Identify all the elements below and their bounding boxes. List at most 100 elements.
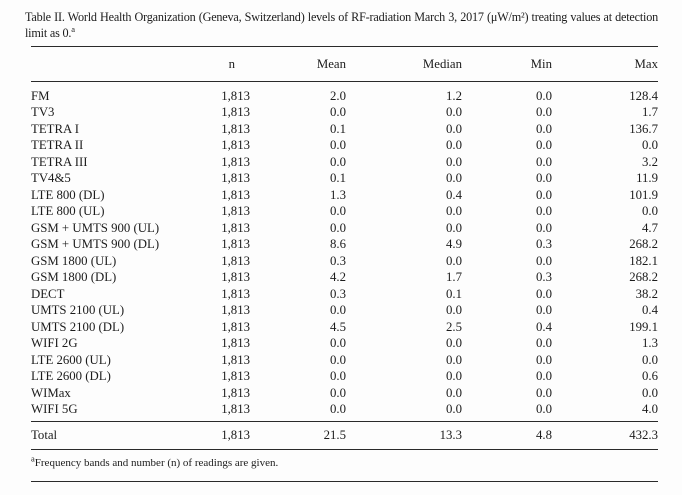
- table-row: WIFI 2G 1,813 0.0 0.0 0.0 1.3: [31, 336, 658, 353]
- mean-value-cell: 0.0: [330, 154, 346, 169]
- band-label-cell: FM: [31, 88, 50, 103]
- mean-value-cell: 0.0: [330, 402, 346, 417]
- median-value-cell: 0.0: [446, 352, 462, 367]
- max-value-cell: 0.6: [642, 369, 658, 384]
- mean-value-cell: 0.0: [330, 138, 346, 153]
- header-mean: Mean: [250, 46, 346, 82]
- max-value-cell: 128.4: [629, 88, 658, 103]
- n-value-cell: 1,813: [221, 88, 250, 103]
- table-row: WIFI 5G 1,813 0.0 0.0 0.0 4.0: [31, 402, 658, 422]
- table-caption: Table II. World Health Organization (Gen…: [0, 0, 682, 41]
- n-value-cell: 1,813: [221, 369, 250, 384]
- mean-value-cell: 8.6: [330, 237, 346, 252]
- median-value-cell: 4.9: [446, 237, 462, 252]
- band-label-cell: DECT: [31, 286, 65, 301]
- median-value-cell: 1.7: [446, 270, 462, 285]
- max-value-cell: 0.0: [642, 204, 658, 219]
- mean-value-cell: 0.3: [330, 286, 346, 301]
- min-value-cell: 0.0: [536, 220, 552, 235]
- mean-value-cell: 0.0: [330, 204, 346, 219]
- n-value-cell: 1,813: [221, 105, 250, 120]
- n-value-cell: 1,813: [221, 286, 250, 301]
- band-label-cell: GSM + UMTS 900 (DL): [31, 237, 160, 252]
- median-value-cell: 0.0: [446, 220, 462, 235]
- min-value-cell: 0.0: [536, 369, 552, 384]
- band-label-cell: LTE 2600 (UL): [31, 352, 111, 367]
- max-value-cell: 3.2: [642, 154, 658, 169]
- min-value-cell: 0.3: [536, 270, 552, 285]
- max-value-cell: 0.0: [642, 352, 658, 367]
- table-row: GSM + UMTS 900 (DL) 1,813 8.6 4.9 0.3 268.2: [31, 237, 658, 254]
- median-value-cell: 1.2: [446, 88, 462, 103]
- band-label-cell: LTE 2600 (DL): [31, 369, 111, 384]
- min-value-cell: 0.0: [536, 402, 552, 417]
- table-row: LTE 800 (UL) 1,813 0.0 0.0 0.0 0.0: [31, 204, 658, 221]
- min-value-cell: 0.0: [536, 105, 552, 120]
- median-value-cell: 0.0: [446, 154, 462, 169]
- max-value-cell: 38.2: [635, 286, 658, 301]
- n-value-cell: 1,813: [221, 237, 250, 252]
- median-value-cell: 0.0: [446, 336, 462, 351]
- band-label-cell: LTE 800 (DL): [31, 187, 105, 202]
- header-row: n Mean Median Min Max: [31, 46, 658, 82]
- min-value-cell: 0.0: [536, 171, 552, 186]
- mean-value-cell: 0.1: [330, 171, 346, 186]
- min-value-cell: 0.0: [536, 121, 552, 136]
- min-value-cell: 0.0: [536, 187, 552, 202]
- table-body: FM 1,813 2.0 1.2 0.0 128.4 TV3 1,813 0.0 0.0 0.0 1.…: [31, 82, 658, 422]
- median-value-cell: 0.0: [446, 303, 462, 318]
- header-n: n: [158, 46, 250, 82]
- median-value-cell: 2.5: [446, 319, 462, 334]
- footnote-mark: a: [31, 453, 35, 464]
- table-footnote: aFrequency bands and number (n) of readi…: [31, 450, 658, 482]
- n-value-cell: 1,813: [221, 220, 250, 235]
- mean-value-cell: 0.3: [330, 253, 346, 268]
- n-value-cell: 1,813: [221, 121, 250, 136]
- mean-value-cell: 0.0: [330, 369, 346, 384]
- mean-value-cell: 0.1: [330, 121, 346, 136]
- total-row: Total 1,813 21.5 13.3 4.8 432.3: [31, 421, 658, 450]
- table-row: TETRA I 1,813 0.1 0.0 0.0 136.7: [31, 121, 658, 138]
- table-row: FM 1,813 2.0 1.2 0.0 128.4: [31, 82, 658, 105]
- mean-value-cell: 0.0: [330, 105, 346, 120]
- n-value-cell: 1,813: [221, 270, 250, 285]
- header-band: [31, 46, 158, 82]
- min-value-cell: 0.0: [536, 253, 552, 268]
- table-caption-text: Table II. World Health Organization (Gen…: [25, 10, 658, 40]
- min-value-cell: 0.0: [536, 385, 552, 400]
- total-min-cell: 4.8: [462, 421, 552, 450]
- header-median: Median: [346, 46, 462, 82]
- caption-note-mark: a: [71, 23, 75, 34]
- n-value-cell: 1,813: [221, 385, 250, 400]
- max-value-cell: 268.2: [629, 237, 658, 252]
- max-value-cell: 0.0: [642, 385, 658, 400]
- band-label-cell: WIMax: [31, 385, 71, 400]
- median-value-cell: 0.1: [446, 286, 462, 301]
- n-value-cell: 1,813: [221, 303, 250, 318]
- median-value-cell: 0.4: [446, 187, 462, 202]
- min-value-cell: 0.0: [536, 88, 552, 103]
- total-n-cell: 1,813: [158, 421, 250, 450]
- table-row: UMTS 2100 (DL) 1,813 4.5 2.5 0.4 199.1: [31, 319, 658, 336]
- median-value-cell: 0.0: [446, 385, 462, 400]
- table-row: DECT 1,813 0.3 0.1 0.0 38.2: [31, 286, 658, 303]
- max-value-cell: 268.2: [629, 270, 658, 285]
- table-row: UMTS 2100 (UL) 1,813 0.0 0.0 0.0 0.4: [31, 303, 658, 320]
- min-value-cell: 0.3: [536, 237, 552, 252]
- n-value-cell: 1,813: [221, 171, 250, 186]
- footnote-text: Frequency bands and number (n) of readin…: [34, 457, 279, 469]
- band-label-cell: TETRA III: [31, 154, 88, 169]
- table-row: LTE 2600 (DL) 1,813 0.0 0.0 0.0 0.6: [31, 369, 658, 386]
- total-label-cell: Total: [31, 421, 158, 450]
- max-value-cell: 1.7: [642, 105, 658, 120]
- median-value-cell: 0.0: [446, 138, 462, 153]
- table-row: GSM 1800 (DL) 1,813 4.2 1.7 0.3 268.2: [31, 270, 658, 287]
- table-row: TV4&5 1,813 0.1 0.0 0.0 11.9: [31, 171, 658, 188]
- band-label-cell: GSM 1800 (DL): [31, 270, 117, 285]
- min-value-cell: 0.4: [536, 319, 552, 334]
- band-label-cell: UMTS 2100 (DL): [31, 319, 125, 334]
- mean-value-cell: 4.2: [330, 270, 346, 285]
- median-value-cell: 0.0: [446, 204, 462, 219]
- band-label-cell: UMTS 2100 (UL): [31, 303, 125, 318]
- min-value-cell: 0.0: [536, 303, 552, 318]
